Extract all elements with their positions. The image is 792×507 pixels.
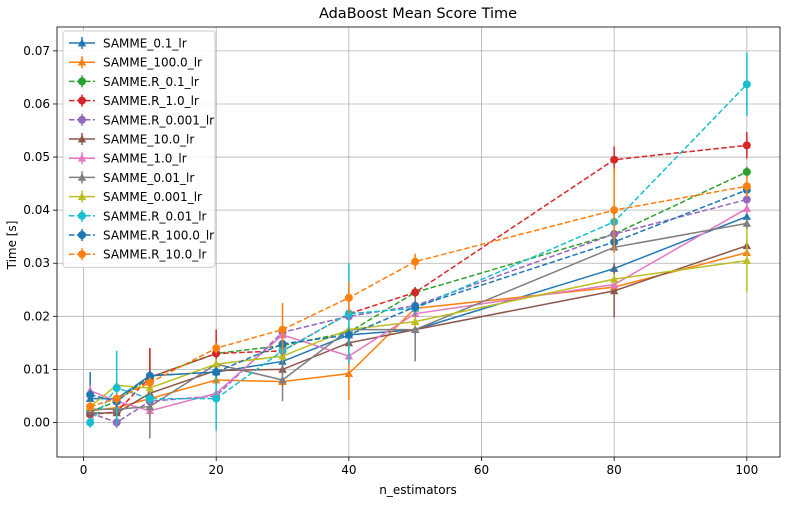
data-point xyxy=(112,394,121,403)
legend-marker xyxy=(77,154,87,162)
legend-item: SAMME.R_1.0_lr xyxy=(69,94,199,108)
y-tick-label: 0.01 xyxy=(23,362,50,376)
y-tick-label: 0.06 xyxy=(23,97,50,111)
x-tick-label: 20 xyxy=(209,463,224,477)
legend-marker xyxy=(78,211,86,220)
legend-item: SAMME.R_0.001_lr xyxy=(69,113,214,127)
data-point xyxy=(211,359,221,368)
legend-label: SAMME.R_0.1_lr xyxy=(103,75,199,89)
y-tick-label: 0.05 xyxy=(23,150,50,164)
legend-item: SAMME.R_10.0_lr xyxy=(69,248,207,262)
data-point xyxy=(609,274,619,283)
data-point xyxy=(742,204,752,212)
legend-item: SAMME_1.0_lr xyxy=(69,152,187,166)
legend-label: SAMME.R_0.001_lr xyxy=(103,113,214,127)
legend-marker xyxy=(78,115,86,124)
axes-frame xyxy=(56,26,781,458)
data-point xyxy=(112,383,121,392)
data-point xyxy=(742,195,751,204)
legend-marker xyxy=(77,58,87,66)
legend-label: SAMME_100.0_lr xyxy=(103,56,202,70)
data-point xyxy=(86,402,95,411)
data-point xyxy=(145,371,154,380)
y-tick-label: 0.00 xyxy=(23,415,50,429)
data-point xyxy=(742,212,752,220)
axis-layer: 0 20 40 60 80 100 0.00 0.01 0.02 0.03 0.04 0.05 0.06… xyxy=(23,26,781,477)
legend-marker xyxy=(77,38,87,47)
data-point xyxy=(145,402,155,410)
data-point xyxy=(212,394,221,403)
data-point xyxy=(610,155,619,164)
data-point xyxy=(344,330,353,339)
x-axis-label: n_estimators xyxy=(379,483,457,497)
legend-item: SAMME_0.001_lr xyxy=(69,190,202,204)
data-point xyxy=(742,80,751,89)
data-point xyxy=(411,257,420,266)
series-layer xyxy=(85,52,752,439)
legend-marker xyxy=(78,96,86,105)
data-point xyxy=(145,378,154,387)
data-point xyxy=(212,368,221,377)
legend-marker xyxy=(78,77,86,86)
legend-label: SAMME.R_10.0_lr xyxy=(103,248,207,262)
legend-frame xyxy=(62,30,216,268)
x-tick-label: 100 xyxy=(735,463,758,477)
x-tick-label: 0 xyxy=(80,463,88,477)
legend-marker xyxy=(78,231,86,239)
legend-item: SAMME_10.0_lr xyxy=(69,133,194,147)
data-point xyxy=(609,286,619,295)
y-tick-label: 0.04 xyxy=(23,203,50,217)
legend-item: SAMME.R_0.01_lr xyxy=(69,209,207,223)
data-point xyxy=(742,256,752,264)
data-point xyxy=(278,325,287,334)
legend-label: SAMME_1.0_lr xyxy=(103,152,187,166)
chart-title: AdaBoost Mean Score Time xyxy=(319,6,517,22)
legend-label: SAMME.R_0.01_lr xyxy=(103,209,207,223)
legend-label: SAMME_0.01_lr xyxy=(103,171,194,185)
data-point xyxy=(344,369,354,378)
series-group xyxy=(86,167,751,412)
data-point xyxy=(411,302,420,311)
data-point xyxy=(742,167,751,176)
legend-marker xyxy=(77,192,87,200)
data-point xyxy=(145,394,154,403)
legend-marker xyxy=(77,173,87,181)
data-point xyxy=(411,288,420,297)
data-point xyxy=(86,390,95,399)
y-axis-label: Time [s] xyxy=(5,221,19,271)
legend-item: SAMME_0.01_lr xyxy=(69,171,194,185)
data-point xyxy=(278,375,287,384)
data-point xyxy=(742,219,752,227)
data-point xyxy=(742,182,751,191)
legend-label: SAMME.R_100.0_lr xyxy=(103,229,214,243)
x-tick-label: 60 xyxy=(474,463,489,477)
legend-marker xyxy=(77,134,87,143)
x-tick-label: 80 xyxy=(607,463,622,477)
data-point xyxy=(610,206,619,215)
y-tick-label: 0.03 xyxy=(23,256,50,270)
legend: SAMME_0.1_lr SAMME_100.0_lr SAMME.R_0.1_lr… xyxy=(62,30,216,268)
legend-label: SAMME_0.1_lr xyxy=(103,37,187,51)
legend-label: SAMME_10.0_lr xyxy=(103,133,194,147)
legend-item: SAMME_0.1_lr xyxy=(69,37,187,51)
data-point xyxy=(86,418,95,427)
legend-label: SAMME_0.001_lr xyxy=(103,190,202,204)
x-tick-label: 40 xyxy=(341,463,356,477)
legend-item: SAMME.R_100.0_lr xyxy=(69,229,214,243)
legend-label: SAMME.R_1.0_lr xyxy=(103,94,199,108)
data-point xyxy=(344,293,353,302)
legend-marker xyxy=(78,250,86,259)
y-tick-label: 0.02 xyxy=(23,309,50,323)
y-tick-label: 0.07 xyxy=(23,44,50,58)
data-point xyxy=(212,344,221,353)
legend-item: SAMME_100.0_lr xyxy=(69,56,202,70)
legend-item: SAMME.R_0.1_lr xyxy=(69,75,199,89)
data-point xyxy=(410,317,420,325)
data-point xyxy=(410,325,420,333)
data-point xyxy=(742,141,751,150)
